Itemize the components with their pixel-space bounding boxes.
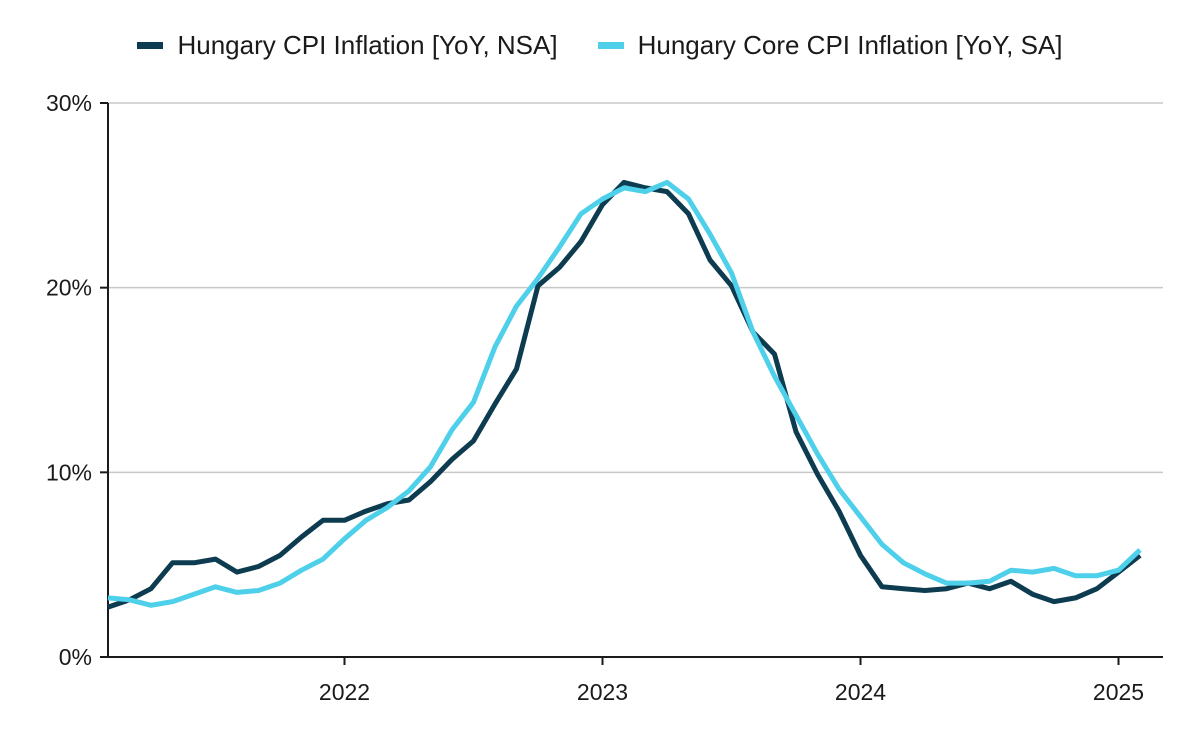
x-tick-label-2022: 2022 — [319, 679, 370, 705]
series-line-core-cpi — [107, 179, 1142, 608]
legend-label-cpi: Hungary CPI Inflation [YoY, NSA] — [177, 30, 558, 60]
y-tick-label-0: 0% — [59, 644, 92, 670]
y-tick-label-10: 10% — [46, 459, 92, 485]
legend-item-core-cpi: Hungary Core CPI Inflation [YoY, SA] — [597, 30, 1063, 61]
legend: Hungary CPI Inflation [YoY, NSA] Hungary… — [0, 30, 1200, 61]
series-line-cpi — [107, 179, 1142, 610]
legend-item-cpi: Hungary CPI Inflation [YoY, NSA] — [137, 30, 558, 61]
legend-swatch-cpi — [137, 42, 164, 49]
x-tick-label-2024: 2024 — [835, 679, 886, 705]
legend-swatch-core-cpi — [597, 42, 624, 49]
legend-label-core-cpi: Hungary Core CPI Inflation [YoY, SA] — [637, 30, 1063, 60]
x-tick-label-2023: 2023 — [577, 679, 628, 705]
y-tick-label-30: 30% — [46, 90, 92, 116]
y-tick-label-20: 20% — [46, 275, 92, 301]
x-tick-label-2025: 2025 — [1093, 679, 1144, 705]
